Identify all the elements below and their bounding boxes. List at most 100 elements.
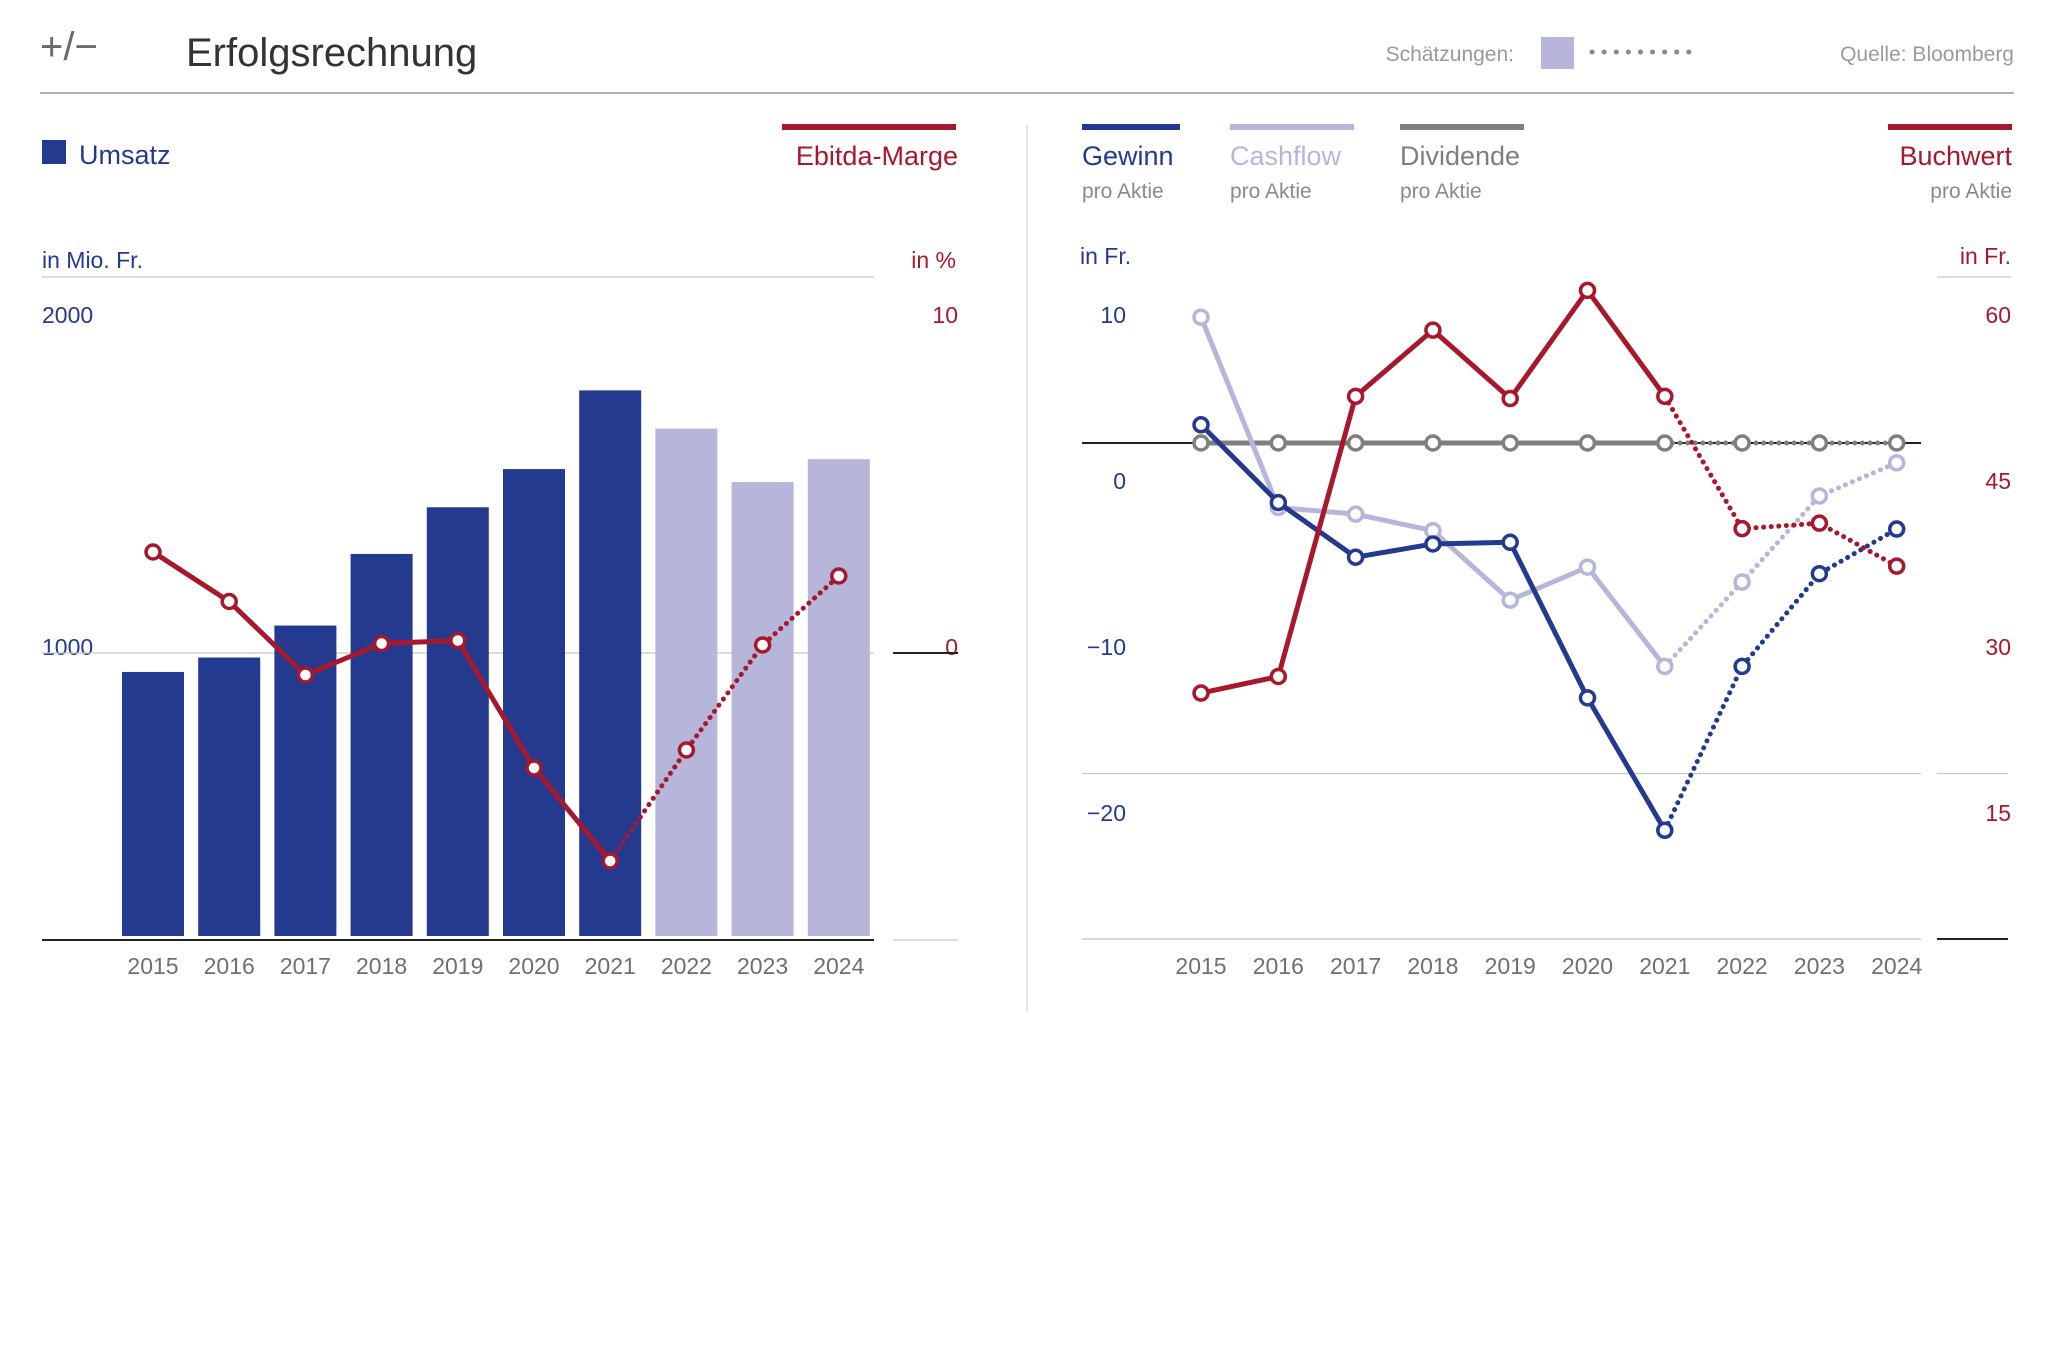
- legend-umsatz-swatch: [42, 140, 66, 164]
- right-chart: Gewinn pro Aktie Cashflow pro Aktie Dividend…: [1080, 124, 2012, 979]
- cashflow-point: [1887, 454, 1906, 472]
- ebitda-line: [144, 543, 848, 870]
- legend-umsatz-label: Umsatz: [79, 140, 171, 170]
- gewinn-point: [1269, 493, 1288, 512]
- left-legend: Umsatz Ebitda-Marge: [42, 124, 958, 171]
- buchwert-point: [1346, 387, 1365, 406]
- bar-umsatz: [198, 657, 261, 936]
- ebitda-point: [677, 741, 696, 759]
- buchwert-point: [1269, 667, 1288, 686]
- x-tick-label: 2017: [1330, 953, 1381, 979]
- buchwert-point: [1733, 519, 1751, 538]
- x-tick-label: 2023: [1794, 953, 1845, 979]
- bar-umsatz: [731, 482, 794, 936]
- y-tick-label: −20: [1087, 800, 1126, 826]
- right-axis-ticks: 10 0: [932, 302, 958, 660]
- buchwert-point: [1578, 281, 1597, 300]
- gewinn-point: [1346, 548, 1365, 566]
- x-tick-label: 2016: [1253, 953, 1304, 979]
- x-axis-ticks: 2015 2016 2017 2018 2019 2020 2021 2022 2023 2024: [1175, 953, 1922, 979]
- x-tick-label: 2018: [356, 953, 407, 979]
- x-tick-label: 2024: [813, 953, 864, 979]
- gewinn-point: [1578, 689, 1597, 707]
- y-tick-label: 15: [1985, 800, 2011, 826]
- bar-umsatz: [503, 469, 565, 936]
- x-tick-label: 2022: [1717, 953, 1768, 979]
- dividende-point: [1887, 434, 1906, 452]
- ebitda-point: [144, 543, 162, 561]
- cashflow-line-estimate: [1662, 460, 1900, 669]
- legend-ebitda-swatch: [782, 124, 956, 130]
- x-tick-label: 2019: [432, 953, 483, 979]
- legend-swatch: [1082, 124, 1180, 130]
- legend-label: Gewinn: [1082, 141, 1174, 171]
- x-tick-label: 2022: [661, 953, 712, 979]
- dividende-point: [1578, 434, 1597, 452]
- buchwert-line-estimate: [1662, 393, 1900, 569]
- ebitda-point: [601, 852, 619, 870]
- left-axis-ticks: 2000 1000: [42, 302, 93, 660]
- per-share-lines: [1192, 281, 1906, 840]
- umsatz-bars: [122, 390, 870, 937]
- right-right-axis-unit: in Fr.: [1960, 243, 2011, 269]
- ebitda-point: [372, 634, 391, 653]
- x-tick-label: 2016: [204, 953, 255, 979]
- gewinn-point: [1192, 416, 1210, 434]
- y-tick-label: 10: [1100, 302, 1126, 328]
- right-axis-unit: in %: [911, 247, 956, 273]
- estimates-bar-swatch: [1541, 37, 1574, 69]
- bar-umsatz: [807, 459, 870, 936]
- dividende-point: [1269, 434, 1288, 452]
- x-tick-label: 2024: [1871, 953, 1922, 979]
- cashflow-point: [1501, 591, 1519, 609]
- buchwert-point: [1810, 514, 1829, 532]
- gewinn-point: [1656, 821, 1674, 840]
- bar-umsatz: [122, 671, 184, 936]
- cashflow-point: [1733, 573, 1751, 591]
- dividende-point: [1733, 434, 1751, 452]
- y-tick-label: 45: [1985, 468, 2011, 494]
- cashflow-point: [1346, 505, 1365, 523]
- header: +/− Erfolgsrechnung Schätzungen: Quelle:…: [40, 25, 2014, 94]
- legend-swatch: [1888, 124, 2012, 130]
- x-tick-label: 2017: [280, 953, 331, 979]
- dividende-point: [1346, 434, 1365, 452]
- cashflow-point: [1810, 487, 1829, 505]
- ebitda-point: [220, 592, 238, 611]
- ebitda-point: [753, 636, 772, 654]
- x-tick-label: 2023: [737, 953, 788, 979]
- legend-label: Buchwert: [1899, 141, 2012, 171]
- ebitda-point: [830, 567, 848, 585]
- y-tick-label: 2000: [42, 302, 93, 328]
- x-tick-label: 2021: [585, 953, 636, 979]
- y-tick-label: 60: [1985, 302, 2011, 328]
- dividende-point: [1656, 434, 1674, 452]
- gewinn-point: [1501, 533, 1519, 552]
- bar-umsatz: [426, 507, 489, 936]
- ebitda-point: [296, 666, 315, 684]
- ebitda-line-estimate: [607, 573, 842, 864]
- legend-swatch: [1230, 124, 1354, 130]
- dividende-point: [1192, 434, 1210, 452]
- dividende-point: [1424, 434, 1442, 452]
- legend-sublabel: pro Aktie: [1082, 180, 1164, 203]
- y-tick-label: 10: [932, 302, 958, 328]
- legend-sublabel: pro Aktie: [1930, 180, 2012, 203]
- x-tick-label: 2020: [508, 953, 559, 979]
- dividende-point: [1501, 434, 1519, 452]
- gewinn-point: [1810, 564, 1829, 583]
- gewinn-point: [1733, 657, 1751, 676]
- legend-ebitda-label: Ebitda-Marge: [796, 141, 958, 171]
- cashflow-point: [1656, 657, 1674, 676]
- x-axis-ticks: 2015 2016 2017 2018 2019 2020 2021 2022 2023 2024: [127, 953, 864, 979]
- x-tick-label: 2015: [127, 953, 178, 979]
- left-axis-unit: in Mio. Fr.: [42, 247, 143, 273]
- bar-umsatz: [579, 390, 642, 937]
- y-tick-label: −10: [1087, 634, 1126, 660]
- gewinn-point: [1424, 535, 1442, 553]
- legend-sublabel: pro Aktie: [1230, 180, 1312, 203]
- y-tick-label: 0: [1113, 468, 1126, 494]
- x-tick-label: 2020: [1562, 953, 1613, 979]
- cashflow-point: [1192, 308, 1210, 326]
- legend-swatch: [1400, 124, 1524, 130]
